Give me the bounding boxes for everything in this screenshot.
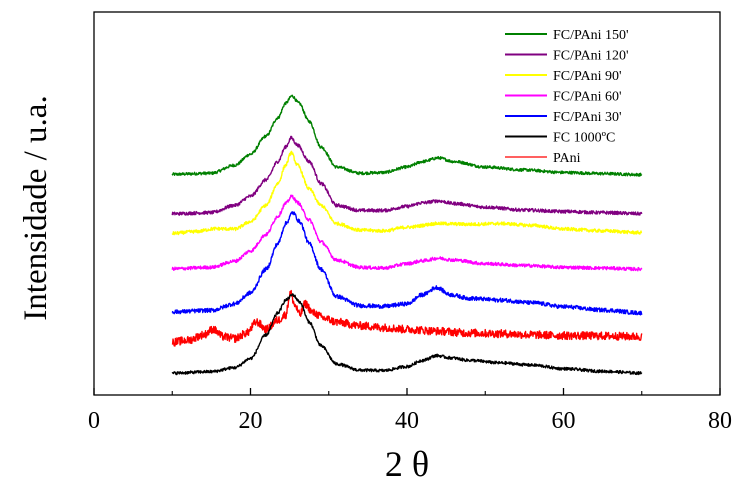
x-axis-label: 2 θ [385,444,429,484]
series-line-5 [171,289,643,347]
legend-label: FC/PAni 60' [553,90,622,105]
x-tick-label: 80 [708,408,732,434]
legend-label: FC/PAni 90' [553,69,622,84]
legend-label: FC 1000ºC [553,131,615,146]
x-tick-label: 40 [395,408,419,434]
x-tick-label: 20 [239,408,263,434]
series-line-3 [171,194,643,272]
legend-label: PAni [553,151,581,166]
legend-label: FC/PAni 120' [553,49,629,64]
series-line-2 [171,150,643,236]
series-line-6 [171,293,643,376]
series-line-4 [171,211,643,316]
x-tick-label: 60 [552,408,576,434]
legend-label: FC/PAni 150' [553,28,629,43]
series-line-1 [171,135,643,216]
series-line-0 [171,94,643,177]
y-axis-label: Intensidade / u.a. [18,95,54,320]
x-axis-ticks: 0 20 40 60 80 [88,388,732,434]
legend-label: FC/PAni 30' [553,110,622,125]
x-tick-label: 0 [88,408,100,434]
series-layer [171,94,643,376]
legend: FC/PAni 150' FC/PAni 120' FC/PAni 90' FC/PA… [505,28,629,166]
